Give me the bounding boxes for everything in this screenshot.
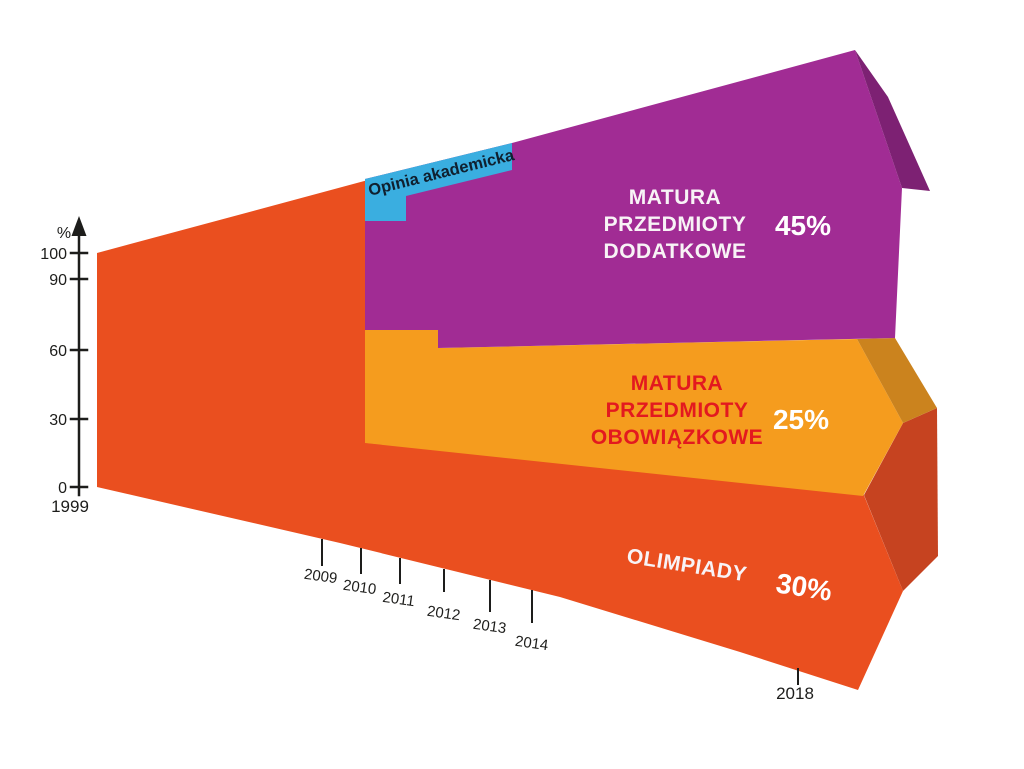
year-2011: 2011	[381, 589, 415, 610]
obowiazkowe-line2: PRZEDMIOTY	[606, 399, 749, 422]
dodatkowe-line2: PRZEDMIOTY	[604, 213, 747, 236]
origin-year-label: 1999	[51, 497, 89, 516]
obowiazkowe-label: MATURA PRZEDMIOTY OBOWIĄZKOWE 25%	[591, 372, 829, 449]
dodatkowe-label: MATURA PRZEDMIOTY DODATKOWE 45%	[604, 186, 832, 263]
y-tick-30: 30	[49, 412, 67, 429]
band-olimpiady-shape	[97, 180, 903, 690]
y-tick-60: 60	[49, 343, 67, 360]
year-2010: 2010	[342, 577, 377, 598]
band-obowiazkowe-bevel	[857, 338, 937, 423]
year-2013: 2013	[472, 616, 507, 637]
year-2018: 2018	[776, 684, 814, 703]
dodatkowe-line1: MATURA	[629, 186, 721, 209]
flow-bands	[97, 50, 938, 690]
obowiazkowe-percentage: 25%	[773, 404, 829, 435]
band-olimpiady-bevel	[864, 408, 938, 591]
dodatkowe-percentage: 45%	[775, 210, 831, 241]
year-2014: 2014	[514, 633, 549, 654]
band-dodatkowe-bevel	[855, 50, 930, 191]
y-tick-0: 0	[58, 480, 67, 497]
y-axis: % 100 90 60 30 0 1999	[40, 216, 89, 516]
band-opinia-shape	[365, 143, 512, 221]
y-tick-90: 90	[49, 272, 67, 289]
year-2012: 2012	[426, 603, 461, 624]
y-axis-ticks	[69, 251, 89, 489]
x-axis-tick-lines	[321, 539, 799, 685]
band-obowiazkowe-shape	[365, 330, 903, 496]
dodatkowe-line3: DODATKOWE	[604, 240, 747, 263]
obowiazkowe-line1: MATURA	[631, 372, 723, 395]
year-2009: 2009	[303, 566, 338, 587]
y-axis-arrow-icon	[71, 216, 87, 236]
obowiazkowe-line3: OBOWIĄZKOWE	[591, 426, 763, 449]
y-tick-100: 100	[40, 246, 67, 263]
y-axis-unit: %	[57, 225, 71, 242]
x-axis-years: 2009 2010 2011 2012 2013 2014 2018	[303, 539, 814, 703]
band-dodatkowe-shape	[365, 50, 902, 348]
